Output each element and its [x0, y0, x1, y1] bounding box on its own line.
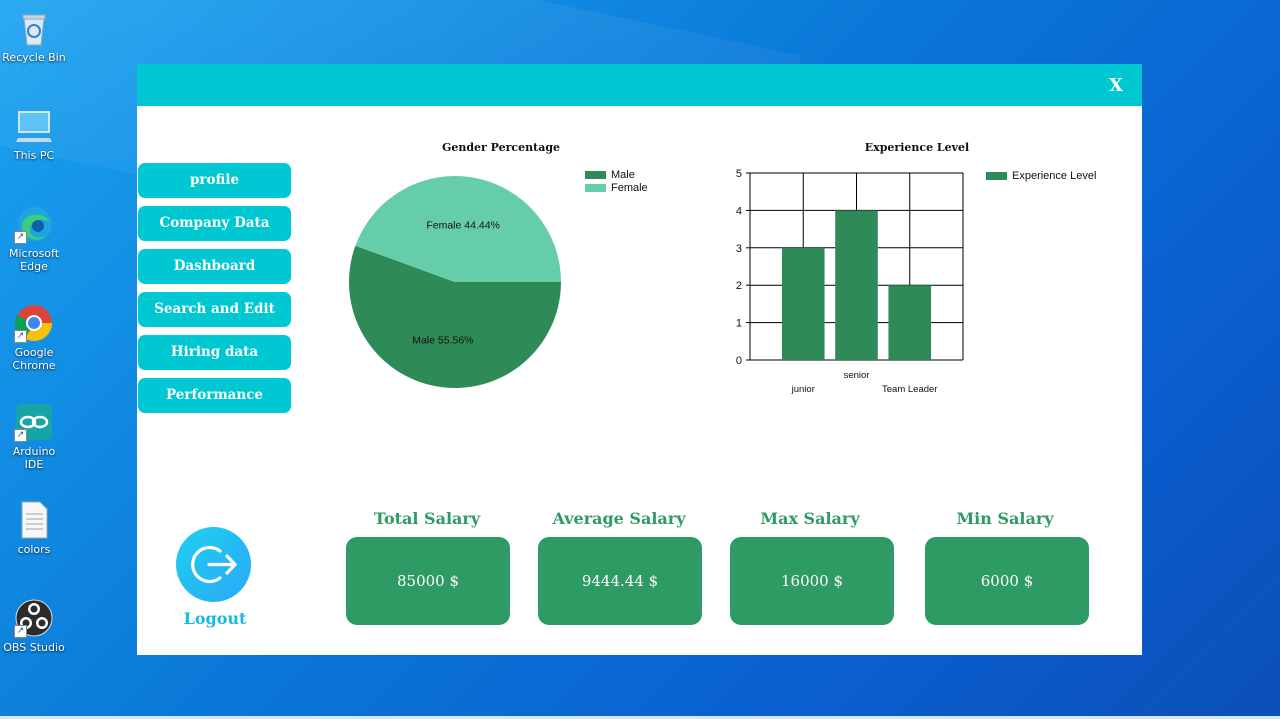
- total-salary-card: 85000 $: [346, 537, 510, 625]
- legend-swatch-female: [585, 183, 606, 192]
- pie-label-female: Female 44.44%: [426, 220, 500, 232]
- desktop-icon-label: Microsoft Edge: [8, 247, 60, 273]
- nav-dashboard-button[interactable]: Dashboard: [138, 249, 291, 284]
- y-tick-label: 4: [736, 205, 742, 217]
- gender-pie-chart: Male 55.56% Female 44.44%: [349, 175, 561, 388]
- bar-junior: [781, 247, 825, 360]
- average-salary-label: Average Salary: [552, 509, 686, 528]
- logout-button[interactable]: [176, 527, 251, 602]
- desktop-icon-label: colors: [17, 543, 51, 556]
- nav-performance-button[interactable]: Performance: [138, 378, 291, 413]
- y-tick-label: 0: [736, 355, 742, 367]
- desktop-icon-label: Arduino IDE: [12, 445, 56, 471]
- legend-swatch-male: [585, 170, 606, 179]
- desktop-icon-label: This PC: [13, 149, 55, 162]
- computer-icon: [14, 106, 54, 146]
- desktop-icon-label: Recycle Bin: [2, 51, 66, 64]
- text-file-icon: [14, 500, 54, 540]
- pie-slice-female: [355, 175, 561, 282]
- pie-label-male: Male 55.56%: [412, 334, 473, 346]
- min-salary-card: 6000 $: [925, 537, 1089, 625]
- arduino-icon: ↗: [14, 402, 54, 442]
- desktop-icon-arduino[interactable]: ↗ Arduino IDE: [2, 402, 66, 471]
- logout-icon: [191, 545, 237, 584]
- bar-senior: [835, 210, 878, 360]
- total-salary-label: Total Salary: [373, 509, 481, 528]
- x-tick-label: Team Leader: [882, 384, 937, 395]
- pie-slice-male: [349, 245, 561, 388]
- legend-label-experience-level: Experience Level: [1012, 169, 1097, 182]
- legend-label-male: Male: [611, 168, 635, 181]
- bar-legend: Experience Level: [986, 169, 1096, 182]
- y-tick-label: 3: [736, 243, 742, 255]
- average-salary-card: 9444.44 $: [538, 537, 702, 625]
- y-tick-label: 2: [736, 280, 742, 292]
- edge-icon: ↗: [14, 204, 54, 244]
- close-button[interactable]: X: [1109, 75, 1123, 96]
- desktop-icon-colors[interactable]: colors: [2, 500, 66, 556]
- x-tick-label: senior: [844, 370, 870, 381]
- desktop-icon-label: Google Chrome: [12, 346, 56, 372]
- legend-label-female: Female: [611, 181, 648, 194]
- desktop-icon-label: OBS Studio: [3, 641, 65, 654]
- desktop-icon-this-pc[interactable]: This PC: [2, 106, 66, 162]
- y-tick-label: 5: [736, 168, 742, 180]
- title-bar: X: [137, 64, 1142, 106]
- recycle-bin-icon: [14, 8, 54, 48]
- legend-swatch-experience-level: [986, 171, 1007, 180]
- nav-company-data-button[interactable]: Company Data: [138, 206, 291, 241]
- chrome-icon: ↗: [14, 303, 54, 343]
- desktop-icon-obs[interactable]: ↗ OBS Studio: [2, 598, 66, 654]
- nav-hiring-data-button[interactable]: Hiring data: [138, 335, 291, 370]
- logout-label[interactable]: Logout: [183, 609, 247, 628]
- pie-legend: Male Female: [585, 168, 648, 194]
- x-tick-label: junior: [791, 384, 815, 395]
- legend-item-female: Female: [585, 181, 648, 194]
- y-tick-label: 1: [736, 318, 742, 330]
- desktop-icon-recycle-bin[interactable]: Recycle Bin: [2, 8, 66, 64]
- bar-chart-title: Experience Level: [864, 141, 970, 154]
- max-salary-label: Max Salary: [760, 509, 860, 528]
- nav-profile-button[interactable]: profile: [138, 163, 291, 198]
- dashboard-window: X profile Company Data Dashboard Search …: [137, 64, 1142, 655]
- min-salary-label: Min Salary: [956, 509, 1054, 528]
- experience-bar-chart: 0 1 2 3 4 5 junior senior Team Leader: [736, 168, 964, 395]
- desktop-icon-edge[interactable]: ↗ Microsoft Edge: [2, 204, 66, 273]
- max-salary-card: 16000 $: [730, 537, 894, 625]
- obs-icon: ↗: [14, 598, 54, 638]
- desktop-icon-chrome[interactable]: ↗ Google Chrome: [2, 303, 66, 372]
- taskbar-edge: [0, 716, 1280, 719]
- nav-search-and-edit-button[interactable]: Search and Edit: [138, 292, 291, 327]
- legend-item-experience-level: Experience Level: [986, 169, 1096, 182]
- pie-chart-title: Gender Percentage: [441, 141, 561, 154]
- bar-team-leader: [888, 285, 932, 360]
- legend-item-male: Male: [585, 168, 648, 181]
